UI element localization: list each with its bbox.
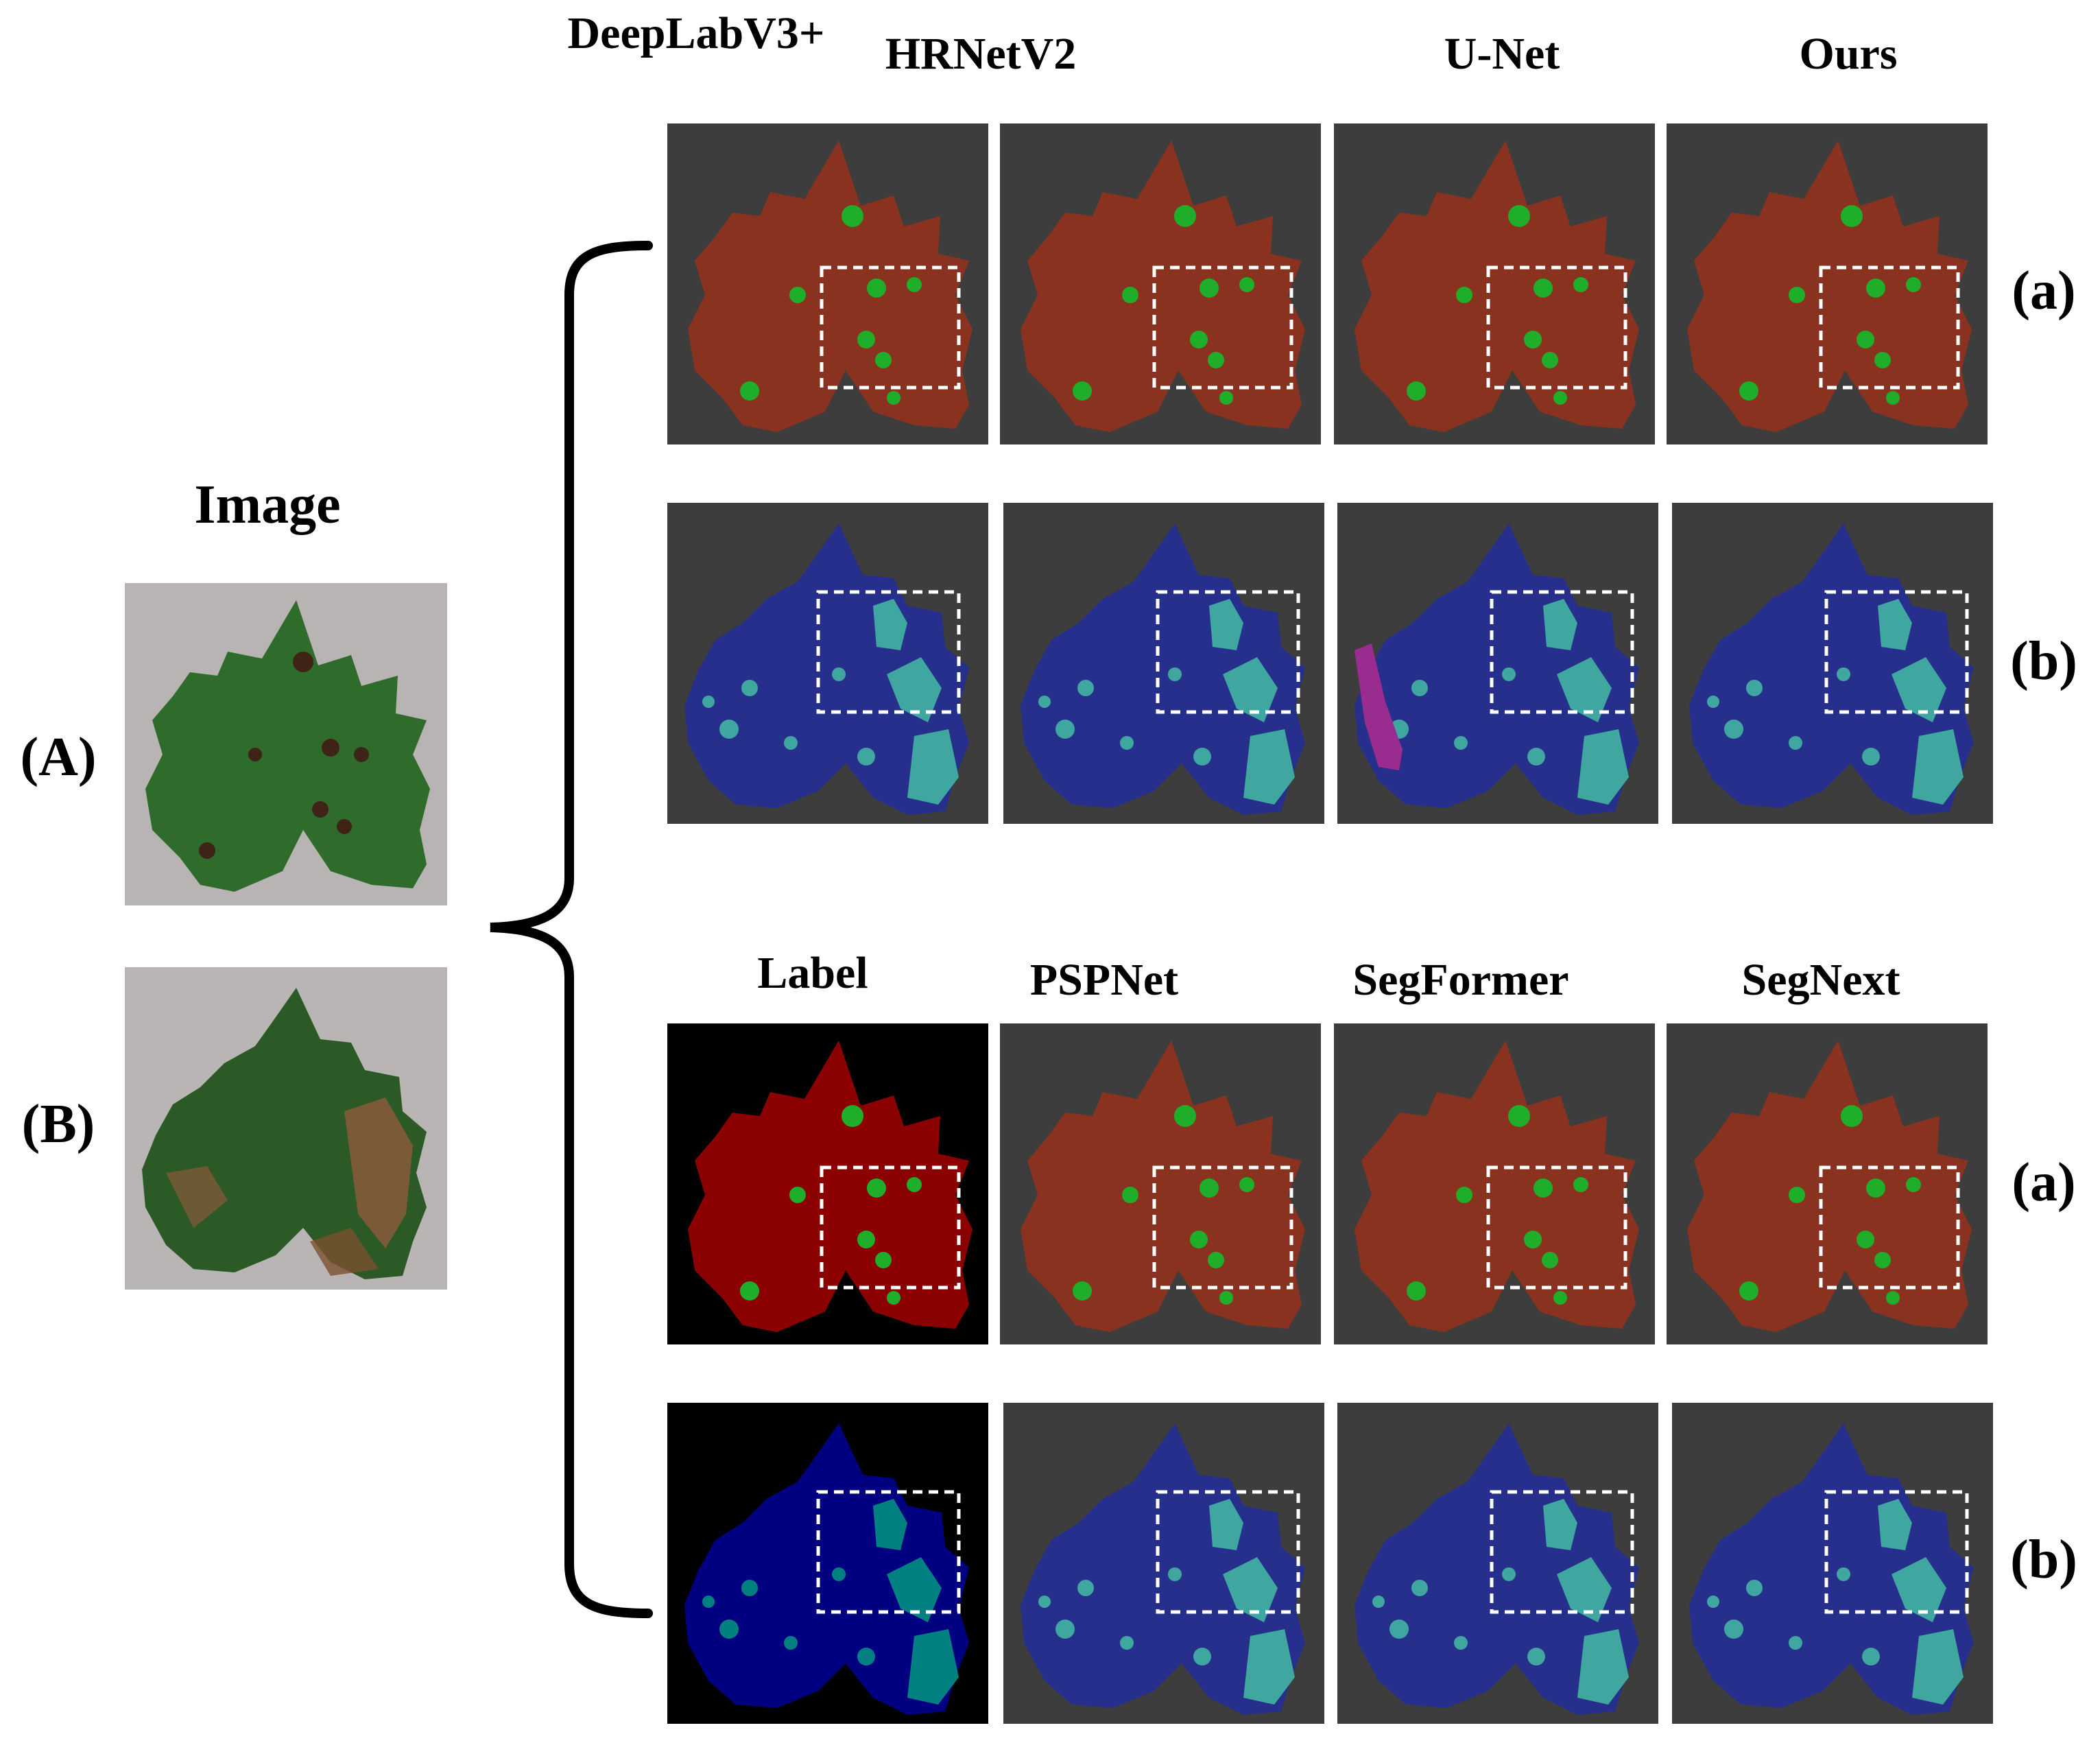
zoom-box-icon: [1819, 1165, 1960, 1290]
image-header: Image: [194, 475, 340, 535]
zoom-box-icon: [1490, 1490, 1634, 1614]
panel-row2-col4: [1672, 503, 1993, 824]
row-label-2: (b): [2010, 631, 2077, 691]
input-image-b: [125, 967, 447, 1290]
row-label-4: (b): [2010, 1530, 2077, 1590]
panel-row3-col1: [667, 1023, 988, 1344]
curly-brace-icon: [490, 241, 653, 1618]
zoom-box-icon: [820, 1165, 961, 1290]
panel-row1-col2: [1000, 123, 1321, 444]
row-label-1: (a): [2012, 261, 2075, 321]
zoom-box-icon: [1819, 265, 1960, 390]
zoom-box-icon: [816, 1490, 961, 1614]
panel-row3-col4: [1667, 1023, 1988, 1344]
zoom-box-icon: [1156, 590, 1300, 714]
col-header-segformer: SegFormer: [1352, 955, 1568, 1005]
zoom-box-icon: [816, 590, 961, 714]
col-header-hrnetv2: HRNetV2: [885, 29, 1077, 79]
panel-row2-col2: [1003, 503, 1324, 824]
col-header-pspnet: PSPNet: [1030, 955, 1178, 1005]
panel-row2-col1: [667, 503, 988, 824]
panel-row2-col3: [1337, 503, 1658, 824]
col-header-label: Label: [757, 948, 868, 998]
zoom-box-icon: [1824, 590, 1969, 714]
input-image-a: [125, 583, 447, 905]
zoom-box-icon: [1490, 590, 1634, 714]
col-header-segnext: SegNext: [1742, 955, 1900, 1005]
panel-row4-col1: [667, 1403, 988, 1724]
input-label-b: (B): [22, 1094, 95, 1154]
zoom-box-icon: [820, 265, 961, 390]
zoom-box-icon: [1486, 1165, 1627, 1290]
row-label-3: (a): [2012, 1152, 2075, 1213]
panel-row1-col3: [1334, 123, 1655, 444]
col-header-deeplabv3: DeepLabV3+: [568, 8, 825, 58]
col-header-ours: Ours: [1799, 29, 1897, 79]
panel-row3-col3: [1334, 1023, 1655, 1344]
zoom-box-icon: [1486, 265, 1627, 390]
zoom-box-icon: [1156, 1490, 1300, 1614]
col-header-unet: U-Net: [1444, 29, 1560, 79]
panel-row1-col1: [667, 123, 988, 444]
panel-row1-col4: [1667, 123, 1988, 444]
zoom-box-icon: [1824, 1490, 1969, 1614]
zoom-box-icon: [1152, 265, 1293, 390]
zoom-box-icon: [1152, 1165, 1293, 1290]
panel-row4-col4: [1672, 1403, 1993, 1724]
input-label-a: (A): [20, 727, 96, 787]
panel-row4-col3: [1337, 1403, 1658, 1724]
panel-row4-col2: [1003, 1403, 1324, 1724]
panel-row3-col2: [1000, 1023, 1321, 1344]
